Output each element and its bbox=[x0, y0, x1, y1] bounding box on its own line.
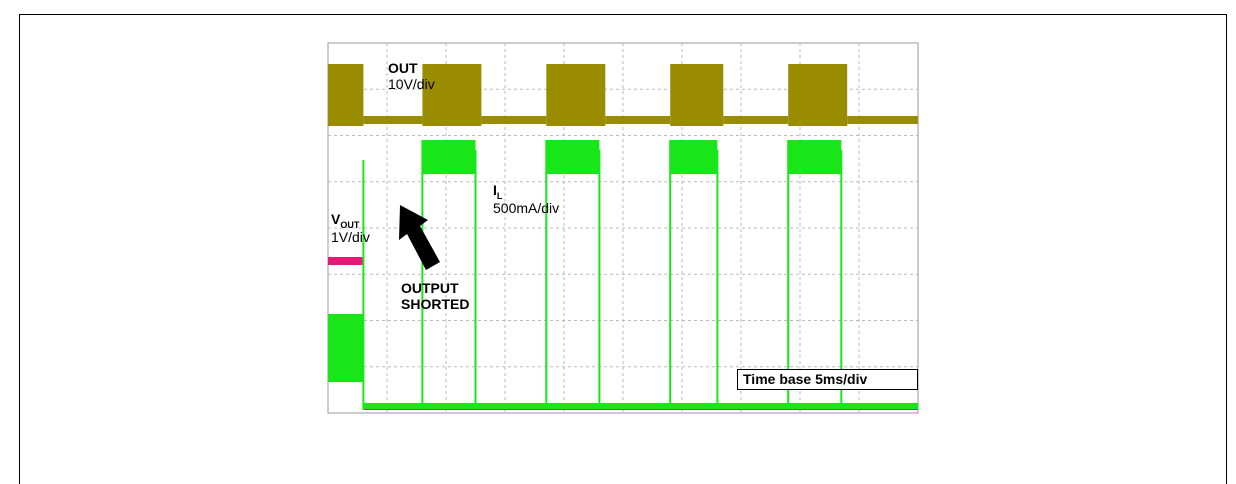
oscilloscope-plot bbox=[327, 42, 919, 414]
il-pulse-top bbox=[670, 140, 718, 174]
time-base-label: Time base 5ms/div bbox=[737, 369, 918, 390]
out-trace-burst bbox=[788, 64, 848, 126]
arrow-shape bbox=[399, 205, 440, 270]
il-pulse-top bbox=[788, 140, 842, 174]
il-trace-pre bbox=[328, 314, 364, 382]
out-trace-burst bbox=[422, 64, 482, 126]
figure-frame bbox=[19, 14, 1227, 484]
out-trace-low bbox=[363, 116, 423, 124]
il-trace-base bbox=[363, 403, 918, 409]
frame-gap bbox=[20, 15, 290, 30]
vout-label: VOUT 1V/div bbox=[331, 211, 370, 245]
il-pulse-top bbox=[422, 140, 476, 174]
out-label: OUT 10V/div bbox=[388, 60, 435, 92]
vout-trace-pre bbox=[328, 257, 364, 265]
out-trace-low bbox=[605, 116, 671, 124]
out-trace-burst bbox=[670, 64, 724, 126]
il-label: IL 500mA/div bbox=[493, 182, 560, 216]
out-trace-burst bbox=[546, 64, 606, 126]
scope-traces bbox=[328, 64, 918, 410]
out-trace-low bbox=[847, 116, 918, 124]
il-pulse-top bbox=[546, 140, 600, 174]
out-trace-burst bbox=[328, 64, 364, 126]
out-trace-low bbox=[723, 116, 789, 124]
short-arrow bbox=[399, 205, 440, 270]
out-trace-low bbox=[481, 116, 547, 124]
output-shorted-label: OUTPUT SHORTED bbox=[401, 280, 470, 312]
